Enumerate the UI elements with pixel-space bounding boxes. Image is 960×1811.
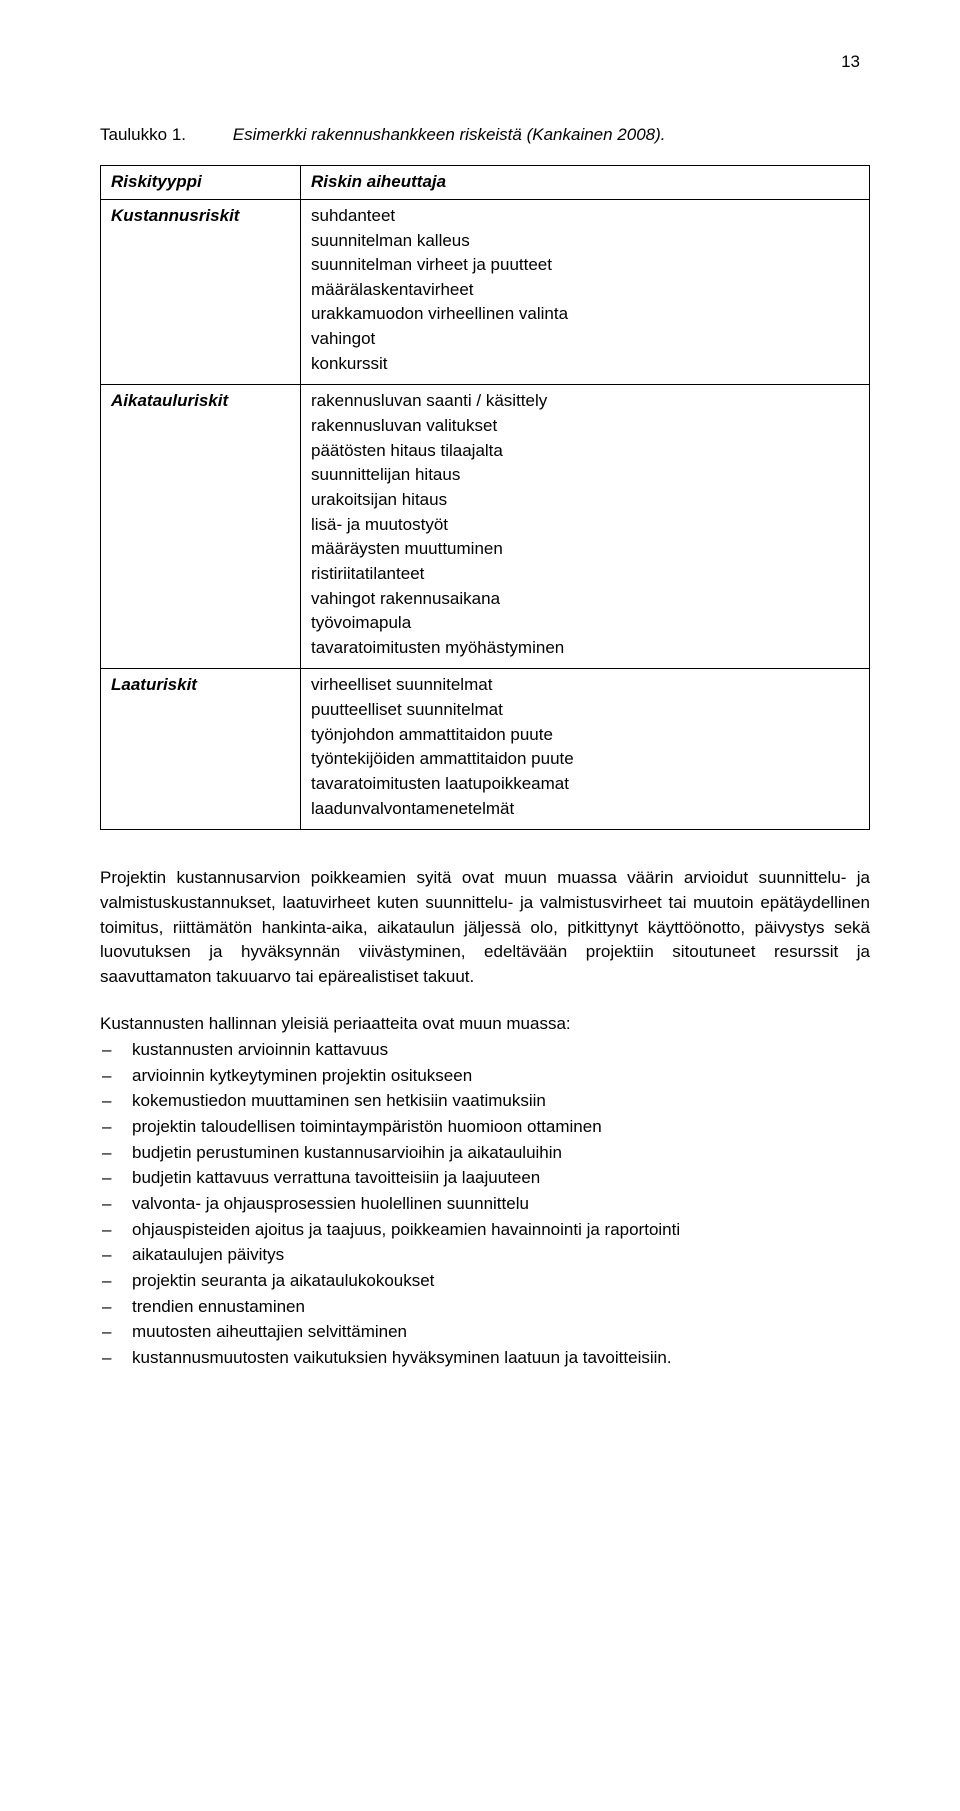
cause-line: tavaratoimitusten myöhästyminen xyxy=(311,636,859,661)
table-caption-text: Esimerkki rakennushankkeen riskeistä (Ka… xyxy=(233,123,666,148)
page-number: 13 xyxy=(100,50,870,75)
bullet-item: projektin taloudellisen toimintaympärist… xyxy=(100,1115,870,1140)
cause-line: suhdanteet xyxy=(311,204,859,229)
table-row-type: Kustannusriskit xyxy=(101,199,301,384)
cause-line: puutteelliset suunnitelmat xyxy=(311,698,859,723)
bullet-item: arvioinnin kytkeytyminen projektin ositu… xyxy=(100,1064,870,1089)
cause-line: vahingot rakennusaikana xyxy=(311,587,859,612)
bullet-list-intro: Kustannusten hallinnan yleisiä periaatte… xyxy=(100,1012,870,1037)
bullet-item: trendien ennustaminen xyxy=(100,1295,870,1320)
table-row-causes: suhdanteetsuunnitelman kalleussuunnitelm… xyxy=(301,199,870,384)
cause-line: virheelliset suunnitelmat xyxy=(311,673,859,698)
cause-line: konkurssit xyxy=(311,352,859,377)
bullet-item: budjetin perustuminen kustannusarvioihin… xyxy=(100,1141,870,1166)
cause-line: rakennusluvan saanti / käsittely xyxy=(311,389,859,414)
table-row-type: Aikatauluriskit xyxy=(101,385,301,669)
bullet-item: muutosten aiheuttajien selvittäminen xyxy=(100,1320,870,1345)
table-header-col1: Riskityyppi xyxy=(101,166,301,200)
cause-line: määrälaskentavirheet xyxy=(311,278,859,303)
cause-line: työntekijöiden ammattitaidon puute xyxy=(311,747,859,772)
table-row-causes: virheelliset suunnitelmatpuutteelliset s… xyxy=(301,669,870,830)
bullet-item: ohjauspisteiden ajoitus ja taajuus, poik… xyxy=(100,1218,870,1243)
table-row-causes: rakennusluvan saanti / käsittelyrakennus… xyxy=(301,385,870,669)
cause-line: vahingot xyxy=(311,327,859,352)
bullet-item: budjetin kattavuus verrattuna tavoitteis… xyxy=(100,1166,870,1191)
cause-line: urakkamuodon virheellinen valinta xyxy=(311,302,859,327)
bullet-item: valvonta- ja ohjausprosessien huolelline… xyxy=(100,1192,870,1217)
risk-table: Riskityyppi Riskin aiheuttaja Kustannusr… xyxy=(100,165,870,830)
cause-line: rakennusluvan valitukset xyxy=(311,414,859,439)
bullet-item: kustannusten arvioinnin kattavuus xyxy=(100,1038,870,1063)
cause-line: laadunvalvontamenetelmät xyxy=(311,797,859,822)
cause-line: tavaratoimitusten laatupoikkeamat xyxy=(311,772,859,797)
cause-line: määräysten muuttuminen xyxy=(311,537,859,562)
cause-line: urakoitsijan hitaus xyxy=(311,488,859,513)
table-row-type: Laaturiskit xyxy=(101,669,301,830)
cause-line: päätösten hitaus tilaajalta xyxy=(311,439,859,464)
bullet-item: kokemustiedon muuttaminen sen hetkisiin … xyxy=(100,1089,870,1114)
cause-line: työvoimapula xyxy=(311,611,859,636)
cause-line: suunnitelman virheet ja puutteet xyxy=(311,253,859,278)
bullet-item: aikataulujen päivitys xyxy=(100,1243,870,1268)
cause-line: suunnittelijan hitaus xyxy=(311,463,859,488)
cause-line: lisä- ja muutostyöt xyxy=(311,513,859,538)
bullet-item: kustannusmuutosten vaikutuksien hyväksym… xyxy=(100,1346,870,1371)
bullet-list: kustannusten arvioinnin kattavuusarvioin… xyxy=(100,1038,870,1370)
cause-line: ristiriitatilanteet xyxy=(311,562,859,587)
table-header-col2: Riskin aiheuttaja xyxy=(301,166,870,200)
bullet-item: projektin seuranta ja aikataulukokoukset xyxy=(100,1269,870,1294)
cause-line: työnjohdon ammattitaidon puute xyxy=(311,723,859,748)
body-paragraph: Projektin kustannusarvion poikkeamien sy… xyxy=(100,866,870,989)
cause-line: suunnitelman kalleus xyxy=(311,229,859,254)
table-caption: Taulukko 1. Esimerkki rakennushankkeen r… xyxy=(100,123,870,148)
table-caption-label: Taulukko 1. xyxy=(100,123,228,148)
